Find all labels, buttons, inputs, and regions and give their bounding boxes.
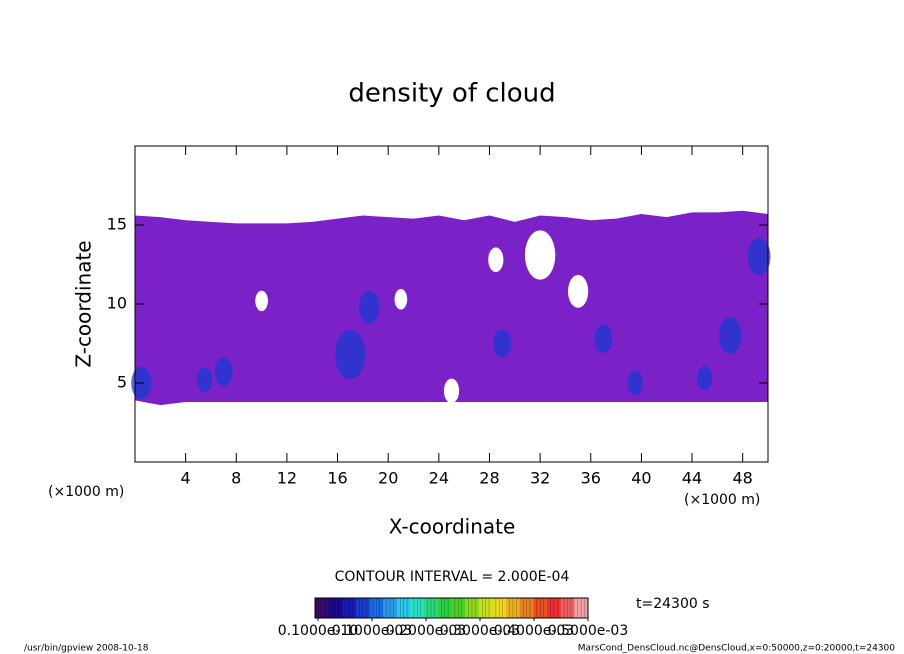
x-tick-label: 40: [631, 469, 651, 488]
colorbar-swatch: [355, 598, 371, 618]
chart-title: density of cloud: [348, 79, 555, 109]
y-axis-label: Z-coordinate: [72, 240, 96, 367]
density-patch: [335, 329, 366, 380]
colorbar-swatch: [424, 598, 439, 618]
density-patch: [718, 317, 742, 355]
colorbar-swatch: [492, 598, 507, 618]
colorbar-swatch: [533, 598, 548, 618]
colorbar-swatch: [396, 598, 412, 618]
colorbar-swatch: [328, 598, 343, 618]
colorbar-swatch: [506, 598, 521, 618]
colorbar-swatch: [437, 598, 452, 618]
density-patch: [524, 230, 556, 280]
density-patch: [394, 288, 408, 310]
x-unit-label: (×1000 m): [48, 484, 124, 500]
density-patch: [493, 329, 512, 358]
colorbar-tick-label: 0.1000e-10: [278, 623, 358, 639]
colorbar-swatch: [369, 598, 384, 618]
cloud-layer: [135, 210, 768, 406]
x-tick-label: 28: [479, 469, 499, 488]
colorbar-swatch: [465, 598, 480, 618]
time-label: t=24300 s: [636, 596, 710, 612]
colorbar-tick-label: 0.4000e-03: [494, 623, 574, 639]
colorbar-swatch: [574, 598, 589, 618]
density-patch: [747, 238, 771, 276]
colorbar-swatch: [451, 598, 466, 618]
x-axis-label: X-coordinate: [389, 515, 516, 539]
x-tick-label: 24: [429, 469, 449, 488]
density-patch: [488, 247, 504, 273]
x-tick-label: 20: [378, 469, 398, 488]
contour-interval: CONTOUR INTERVAL = 2.000E-04: [335, 569, 570, 585]
x-tick-label: 12: [277, 469, 297, 488]
colorbar-swatch: [547, 598, 562, 618]
density-patch: [443, 378, 460, 404]
colorbar-swatch: [383, 598, 398, 618]
density-patch: [627, 370, 643, 396]
colorbar-swatch: [519, 598, 534, 618]
colorbar-swatch: [342, 598, 357, 618]
colorbar-tick-label: 0.2000e-03: [386, 623, 466, 639]
x-tick-label: 8: [231, 469, 241, 488]
y-tick-label: 10: [107, 294, 127, 313]
x-unit-label: (×1000 m): [684, 492, 760, 508]
density-patch: [594, 324, 613, 354]
colorbar-tick-label: 0.3000e-03: [440, 623, 520, 639]
x-tick-label: 16: [327, 469, 347, 488]
density-patch: [697, 365, 713, 391]
y-tick-label: 15: [107, 215, 127, 234]
density-patch: [567, 274, 589, 308]
x-tick-label: 32: [530, 469, 550, 488]
colorbar-swatch: [410, 598, 425, 618]
density-patch: [255, 290, 268, 312]
x-tick-label: 36: [581, 469, 601, 488]
footer-right: MarsCond_DensCloud.nc@DensCloud,x=0:5000…: [578, 644, 895, 654]
density-patch: [197, 367, 213, 393]
y-tick-label: 5: [117, 373, 127, 392]
footer-left: /usr/bin/gpview 2008-10-18: [24, 644, 149, 654]
colorbar-tick-label: 0.5000e-03: [548, 623, 628, 639]
x-tick-label: 44: [682, 469, 702, 488]
colorbar-swatch: [315, 598, 330, 618]
x-tick-label: 48: [733, 469, 753, 488]
colorbar-frame: [314, 597, 589, 619]
x-tick-label: 4: [181, 469, 191, 488]
density-patch: [214, 357, 233, 387]
density-patch: [359, 290, 380, 324]
colorbar-swatch: [478, 598, 493, 618]
colorbar-tick-label: 0.1000e-03: [332, 623, 412, 639]
colorbar-swatch: [560, 598, 575, 618]
